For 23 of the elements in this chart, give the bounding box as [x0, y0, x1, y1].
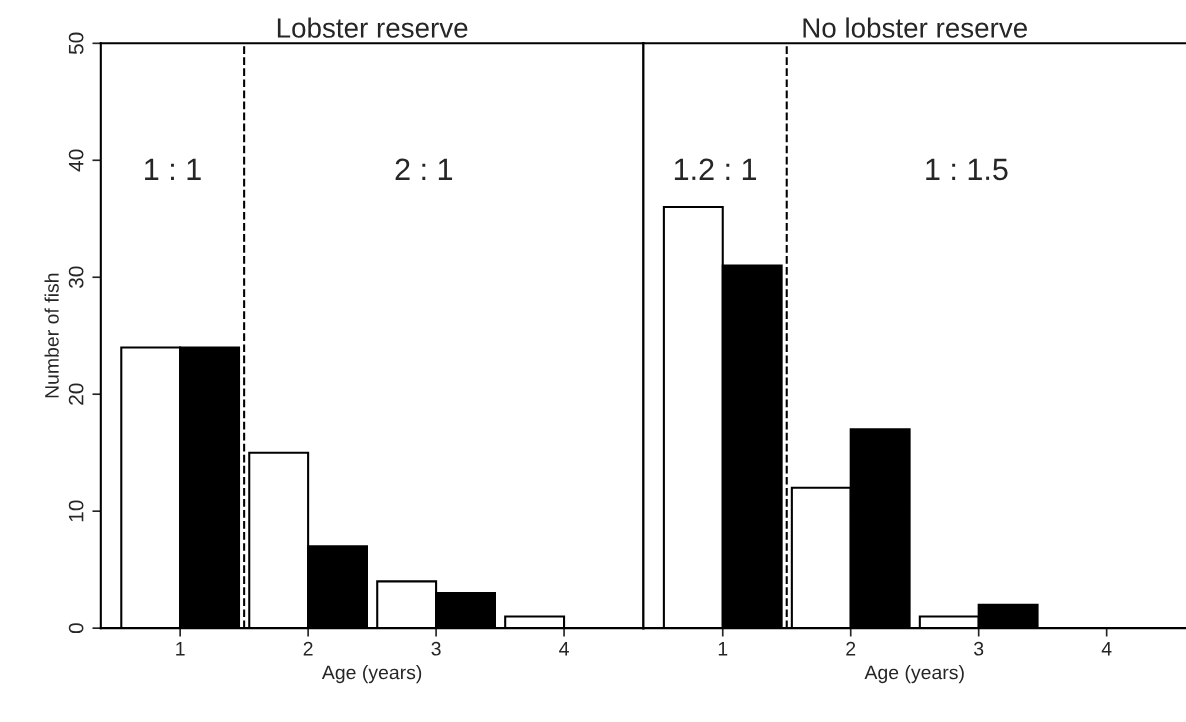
y-tick-label: 10 — [68, 500, 84, 522]
y-tick-label: 40 — [68, 149, 84, 172]
y-axis-title: Number of fish — [44, 273, 59, 398]
x-axis-title: Age (years) — [321, 665, 422, 684]
annotation: 1 : 1 — [145, 158, 201, 180]
annotation: 1.2 : 1 — [674, 158, 757, 180]
annotation: 2 : 1 — [395, 158, 453, 180]
chart-title: No lobster reserve — [803, 17, 1027, 38]
y-tick-label: 20 — [68, 383, 84, 405]
x-tick-label: 1 — [718, 642, 728, 656]
y-tick-label: 30 — [68, 266, 84, 289]
x-tick-label: 2 — [846, 641, 856, 656]
x-tick-label: 3 — [974, 641, 984, 656]
annotation: 1 : 1.5 — [926, 158, 1008, 181]
x-tick-label: 4 — [1101, 642, 1112, 656]
chart-title: Lobster reserve — [277, 17, 468, 38]
x-tick-label: 1 — [176, 642, 185, 656]
y-tick-label: 50 — [68, 32, 84, 55]
x-tick-label: 3 — [431, 641, 441, 656]
x-axis-title: Age (years) — [864, 665, 964, 684]
x-tick-label: 4 — [559, 642, 569, 656]
y-tick-label: 0 — [68, 623, 84, 634]
x-tick-label: 2 — [303, 641, 313, 656]
